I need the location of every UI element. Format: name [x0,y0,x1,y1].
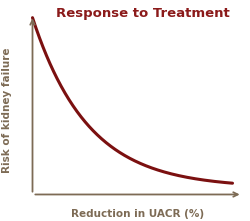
Text: Reduction in UACR (%): Reduction in UACR (%) [71,209,204,219]
Text: Risk of kidney failure: Risk of kidney failure [2,48,12,173]
Text: Response to Treatment: Response to Treatment [56,7,230,20]
